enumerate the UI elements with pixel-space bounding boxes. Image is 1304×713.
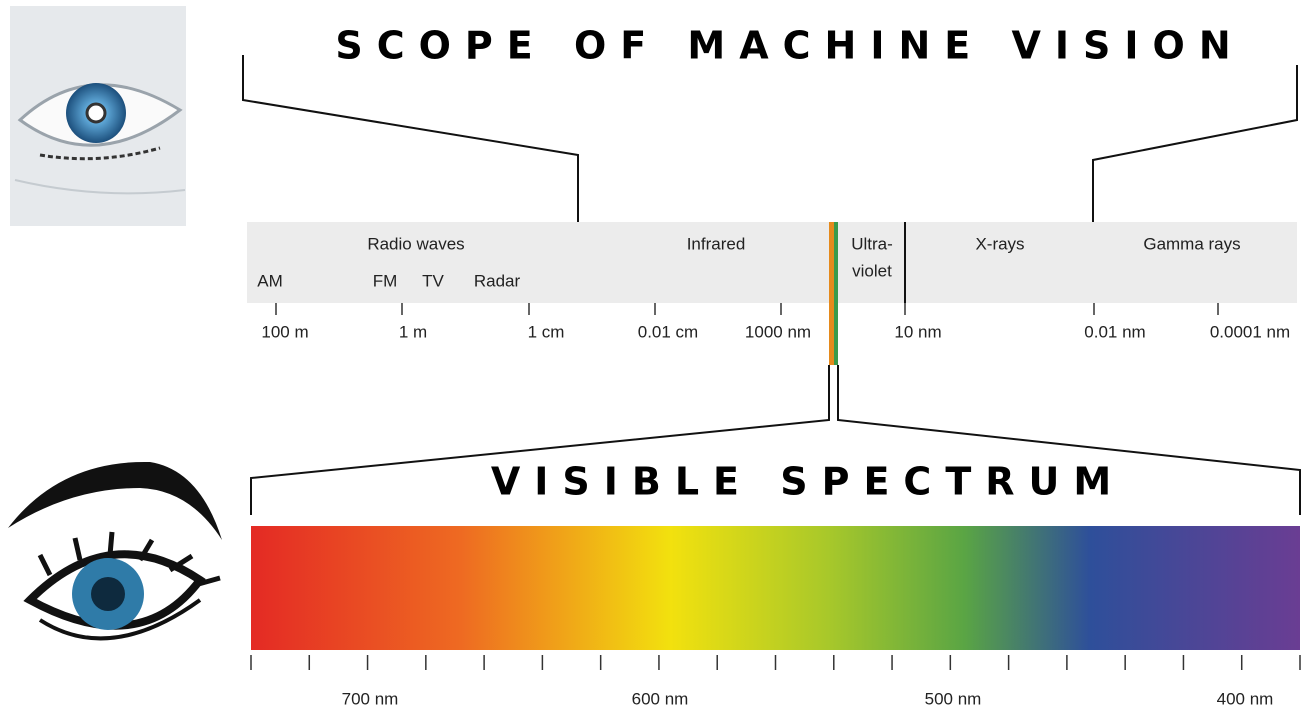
scale-label: 0.01 nm (1084, 322, 1145, 341)
sub-label: TV (422, 271, 444, 290)
scale-label: 1000 nm (745, 322, 811, 341)
visible-gradient (251, 526, 1300, 650)
scale-label: 100 m (261, 322, 308, 341)
band-label: Gamma rays (1143, 234, 1240, 253)
scale-label: 1 m (399, 322, 427, 341)
band-label: Radio waves (367, 234, 464, 253)
human-eye-icon (8, 462, 222, 638)
visible-title: VISIBLE SPECTRUM (491, 460, 1125, 504)
visible-strip (834, 222, 838, 365)
band-label: Ultra- (851, 234, 893, 253)
wavelength-label: 400 nm (1217, 689, 1274, 708)
diagram: SCOPE OF MACHINE VISION Radio waves Infr… (0, 0, 1304, 713)
visible-scale (251, 655, 1300, 670)
wavelength-label: 700 nm (342, 689, 399, 708)
scale-label: 0.0001 nm (1210, 322, 1290, 341)
sub-label: FM (373, 271, 398, 290)
band-label: X-rays (975, 234, 1024, 253)
scale-label: 10 nm (894, 322, 941, 341)
band-label: violet (852, 261, 892, 280)
sub-label: Radar (474, 271, 521, 290)
sub-label: AM (257, 271, 283, 290)
scale: 100 m 1 m 1 cm 0.01 cm 1000 nm 10 nm 0.01 nm 0.… (261, 303, 1290, 341)
wavelength-label: 500 nm (925, 689, 982, 708)
visible-strip (829, 222, 834, 365)
wavelength-label: 600 nm (632, 689, 689, 708)
band-label: Infrared (687, 234, 746, 253)
scale-label: 1 cm (528, 322, 565, 341)
robot-eye-icon (10, 6, 186, 226)
title: SCOPE OF MACHINE VISION (335, 24, 1244, 68)
scale-label: 0.01 cm (638, 322, 698, 341)
